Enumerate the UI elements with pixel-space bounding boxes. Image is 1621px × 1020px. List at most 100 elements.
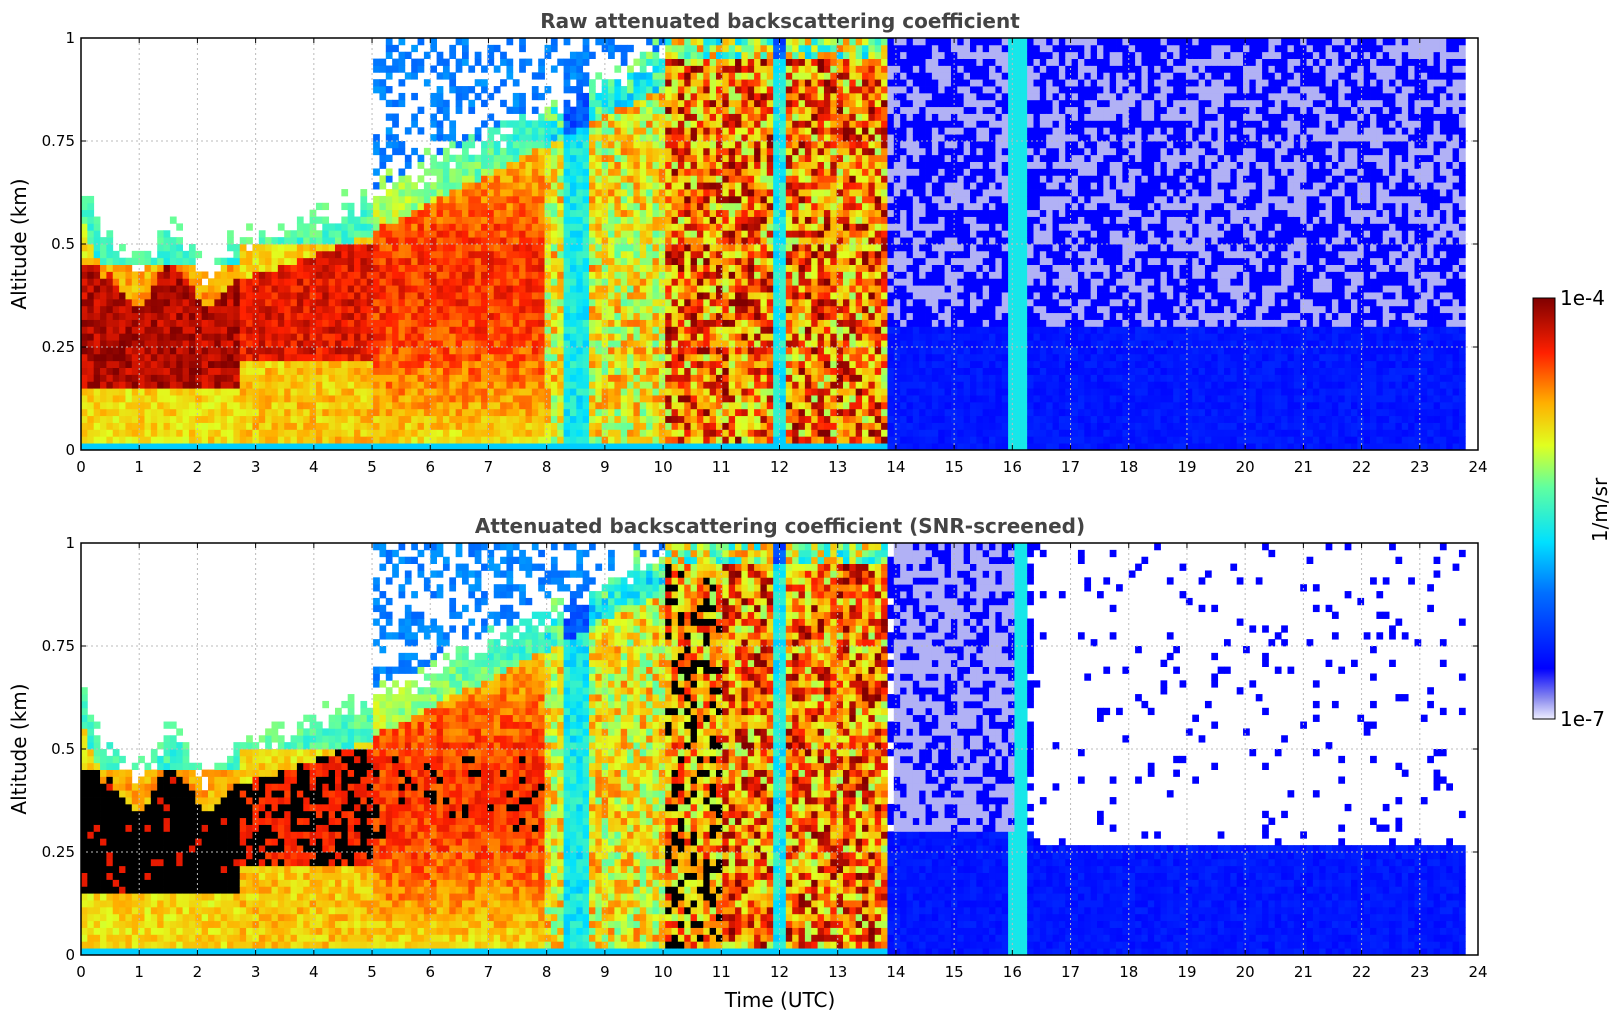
heat-cell bbox=[373, 347, 380, 355]
heat-cell bbox=[741, 319, 749, 327]
heat-cell bbox=[290, 244, 298, 252]
heat-cell bbox=[544, 422, 552, 430]
heat-cell bbox=[468, 340, 476, 348]
heat-cell bbox=[468, 216, 476, 224]
heat-cell bbox=[760, 360, 768, 368]
heat-cell bbox=[455, 230, 463, 238]
heat-cell bbox=[722, 79, 730, 87]
heat-cell bbox=[366, 374, 374, 382]
heat-cell bbox=[582, 106, 590, 114]
heat-cell bbox=[474, 367, 482, 375]
heat-cell bbox=[449, 182, 457, 190]
heat-cell bbox=[449, 127, 457, 135]
heat-cell bbox=[646, 312, 653, 320]
heat-cell bbox=[347, 285, 355, 293]
heat-cell bbox=[690, 292, 698, 300]
heat-cell bbox=[271, 360, 279, 368]
heat-cell bbox=[709, 65, 717, 73]
heat-cell bbox=[417, 429, 425, 437]
heat-cell bbox=[512, 367, 520, 375]
heat-cell bbox=[779, 209, 787, 217]
heat-cell bbox=[741, 120, 749, 128]
heat-cell bbox=[595, 147, 603, 156]
heat-cell bbox=[354, 244, 361, 252]
heat-cell bbox=[639, 106, 647, 114]
heat-cell bbox=[398, 312, 406, 320]
heat-cell bbox=[131, 298, 139, 307]
heat-cell bbox=[614, 154, 622, 162]
heat-cell bbox=[246, 381, 253, 389]
heat-cell bbox=[188, 326, 196, 334]
heat-cell bbox=[658, 38, 666, 46]
heat-cell bbox=[703, 182, 711, 190]
heat-cell bbox=[366, 401, 374, 410]
heat-cell bbox=[169, 340, 177, 348]
heat-cell bbox=[417, 381, 425, 389]
heat-cell bbox=[677, 113, 685, 121]
heat-cell bbox=[741, 154, 749, 162]
heat-cell bbox=[658, 182, 666, 190]
heat-cell bbox=[627, 120, 634, 128]
heat-cell bbox=[754, 319, 761, 327]
heat-cell bbox=[119, 408, 126, 417]
heat-cell bbox=[271, 381, 279, 389]
heat-cell bbox=[639, 319, 647, 327]
heat-cell bbox=[589, 429, 596, 437]
heat-cell bbox=[157, 285, 164, 293]
heat-cell bbox=[462, 209, 469, 217]
heat-cell bbox=[335, 244, 342, 252]
heat-cell bbox=[747, 271, 755, 279]
heat-cell bbox=[246, 395, 253, 403]
heat-cell bbox=[671, 79, 679, 87]
heat-cell bbox=[169, 422, 177, 430]
heat-cell bbox=[93, 401, 101, 410]
heat-cell bbox=[538, 65, 545, 73]
heat-cell bbox=[455, 154, 463, 162]
heat-cell bbox=[271, 319, 279, 327]
heat-cell bbox=[169, 271, 177, 279]
heat-cell bbox=[246, 415, 253, 423]
heat-cell bbox=[589, 443, 596, 450]
heat-cell bbox=[544, 326, 552, 334]
heat-cell bbox=[595, 127, 603, 135]
heat-cell bbox=[474, 292, 482, 300]
heat-cell bbox=[608, 305, 615, 314]
heat-cell bbox=[296, 443, 304, 450]
heat-cell bbox=[373, 292, 380, 300]
heat-cell bbox=[131, 292, 139, 300]
heat-cell bbox=[487, 257, 495, 265]
heat-cell bbox=[716, 347, 723, 355]
heat-cell bbox=[608, 374, 615, 382]
heat-cell bbox=[665, 99, 672, 108]
heat-cell bbox=[544, 120, 552, 128]
heat-cell bbox=[703, 305, 711, 314]
heat-cell bbox=[627, 305, 634, 314]
heat-cell bbox=[512, 134, 520, 142]
heat-cell bbox=[582, 38, 590, 46]
heat-cell bbox=[550, 127, 558, 135]
heat-cell bbox=[754, 65, 761, 73]
heat-cell bbox=[512, 250, 520, 259]
heat-cell bbox=[671, 113, 679, 121]
heat-cell bbox=[652, 65, 660, 73]
heat-cell bbox=[462, 44, 469, 53]
heat-cell bbox=[658, 374, 666, 382]
heat-cell bbox=[747, 257, 755, 265]
heat-cell bbox=[493, 127, 501, 135]
heat-cell bbox=[747, 106, 755, 114]
heat-cell bbox=[500, 347, 507, 355]
heat-cell bbox=[690, 141, 698, 149]
heat-cell bbox=[766, 305, 774, 314]
heat-cell bbox=[741, 51, 749, 59]
heat-cell bbox=[500, 360, 507, 368]
heat-cell bbox=[468, 443, 476, 450]
heat-cell bbox=[462, 230, 469, 238]
heat-cell bbox=[481, 381, 488, 389]
heat-cell bbox=[182, 381, 190, 389]
heat-cell bbox=[671, 182, 679, 190]
heat-cell bbox=[201, 340, 209, 348]
heat-cell bbox=[258, 264, 266, 272]
heat-cell bbox=[582, 147, 590, 156]
heat-cell bbox=[455, 415, 463, 423]
heat-cell bbox=[347, 443, 355, 450]
